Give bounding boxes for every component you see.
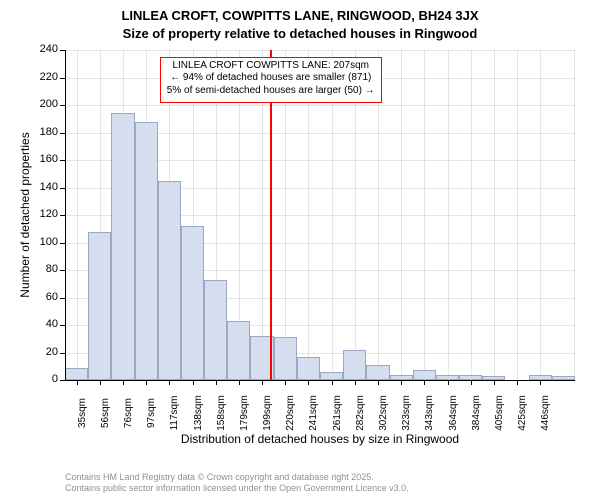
- credit-line2: Contains public sector information licen…: [65, 483, 409, 494]
- x-axis-label: Distribution of detached houses by size …: [65, 432, 575, 446]
- grid-v: [517, 50, 518, 380]
- histogram-bar: [320, 372, 343, 380]
- annotation-line2: ← 94% of detached houses are smaller (87…: [167, 72, 375, 85]
- histogram-bar: [135, 122, 158, 381]
- x-axis-line: [65, 380, 575, 381]
- histogram-bar: [297, 357, 320, 380]
- histogram-bar: [227, 321, 250, 380]
- x-tick-label: 282sqm: [355, 388, 366, 438]
- x-tick-label: 220sqm: [285, 388, 296, 438]
- x-tick-label: 179sqm: [239, 388, 250, 438]
- x-tick-label: 446sqm: [540, 388, 551, 438]
- grid-v: [471, 50, 472, 380]
- histogram-bar: [366, 365, 389, 380]
- histogram-bar: [343, 350, 366, 380]
- grid-v: [77, 50, 78, 380]
- histogram-bar: [274, 337, 297, 380]
- x-tick-label: 158sqm: [216, 388, 227, 438]
- x-tick-label: 76sqm: [123, 388, 134, 438]
- chart-title-line2: Size of property relative to detached ho…: [0, 26, 600, 41]
- grid-v: [401, 50, 402, 380]
- credit-text: Contains HM Land Registry data © Crown c…: [65, 472, 409, 495]
- grid-h: [65, 50, 575, 51]
- x-tick-label: 117sqm: [169, 388, 180, 438]
- x-tick-label: 384sqm: [471, 388, 482, 438]
- annotation-line1: LINLEA CROFT COWPITTS LANE: 207sqm: [167, 60, 375, 73]
- x-tick-label: 323sqm: [401, 388, 412, 438]
- x-tick-label: 364sqm: [448, 388, 459, 438]
- grid-v: [448, 50, 449, 380]
- grid-v: [574, 50, 575, 380]
- x-tick-label: 425sqm: [517, 388, 528, 438]
- x-tick-label: 199sqm: [262, 388, 273, 438]
- x-tick-label: 35sqm: [77, 388, 88, 438]
- annotation-line3: 5% of semi-detached houses are larger (5…: [167, 85, 375, 98]
- x-tick-label: 97sqm: [146, 388, 157, 438]
- x-tick-label: 138sqm: [193, 388, 204, 438]
- x-tick-label: 405sqm: [494, 388, 505, 438]
- x-tick-label: 302sqm: [378, 388, 389, 438]
- chart-title-line1: LINLEA CROFT, COWPITTS LANE, RINGWOOD, B…: [0, 8, 600, 23]
- grid-v: [540, 50, 541, 380]
- histogram-bar: [65, 368, 88, 380]
- histogram-bar: [413, 370, 436, 380]
- histogram-bar: [111, 113, 134, 380]
- credit-line1: Contains HM Land Registry data © Crown c…: [65, 472, 409, 483]
- x-tick-label: 343sqm: [424, 388, 435, 438]
- y-axis-line: [65, 50, 66, 380]
- histogram-bar: [204, 280, 227, 380]
- annotation-box: LINLEA CROFT COWPITTS LANE: 207sqm← 94% …: [160, 57, 382, 103]
- x-tick-label: 241sqm: [308, 388, 319, 438]
- x-tick-label: 56sqm: [100, 388, 111, 438]
- grid-v: [494, 50, 495, 380]
- histogram-bar: [88, 232, 111, 381]
- histogram-bar: [158, 181, 181, 380]
- x-tick-label: 261sqm: [332, 388, 343, 438]
- plot-area: LINLEA CROFT COWPITTS LANE: 207sqm← 94% …: [65, 50, 575, 380]
- histogram-bar: [181, 226, 204, 380]
- y-axis-label: Number of detached properties: [18, 50, 32, 380]
- grid-h: [65, 105, 575, 106]
- grid-v: [424, 50, 425, 380]
